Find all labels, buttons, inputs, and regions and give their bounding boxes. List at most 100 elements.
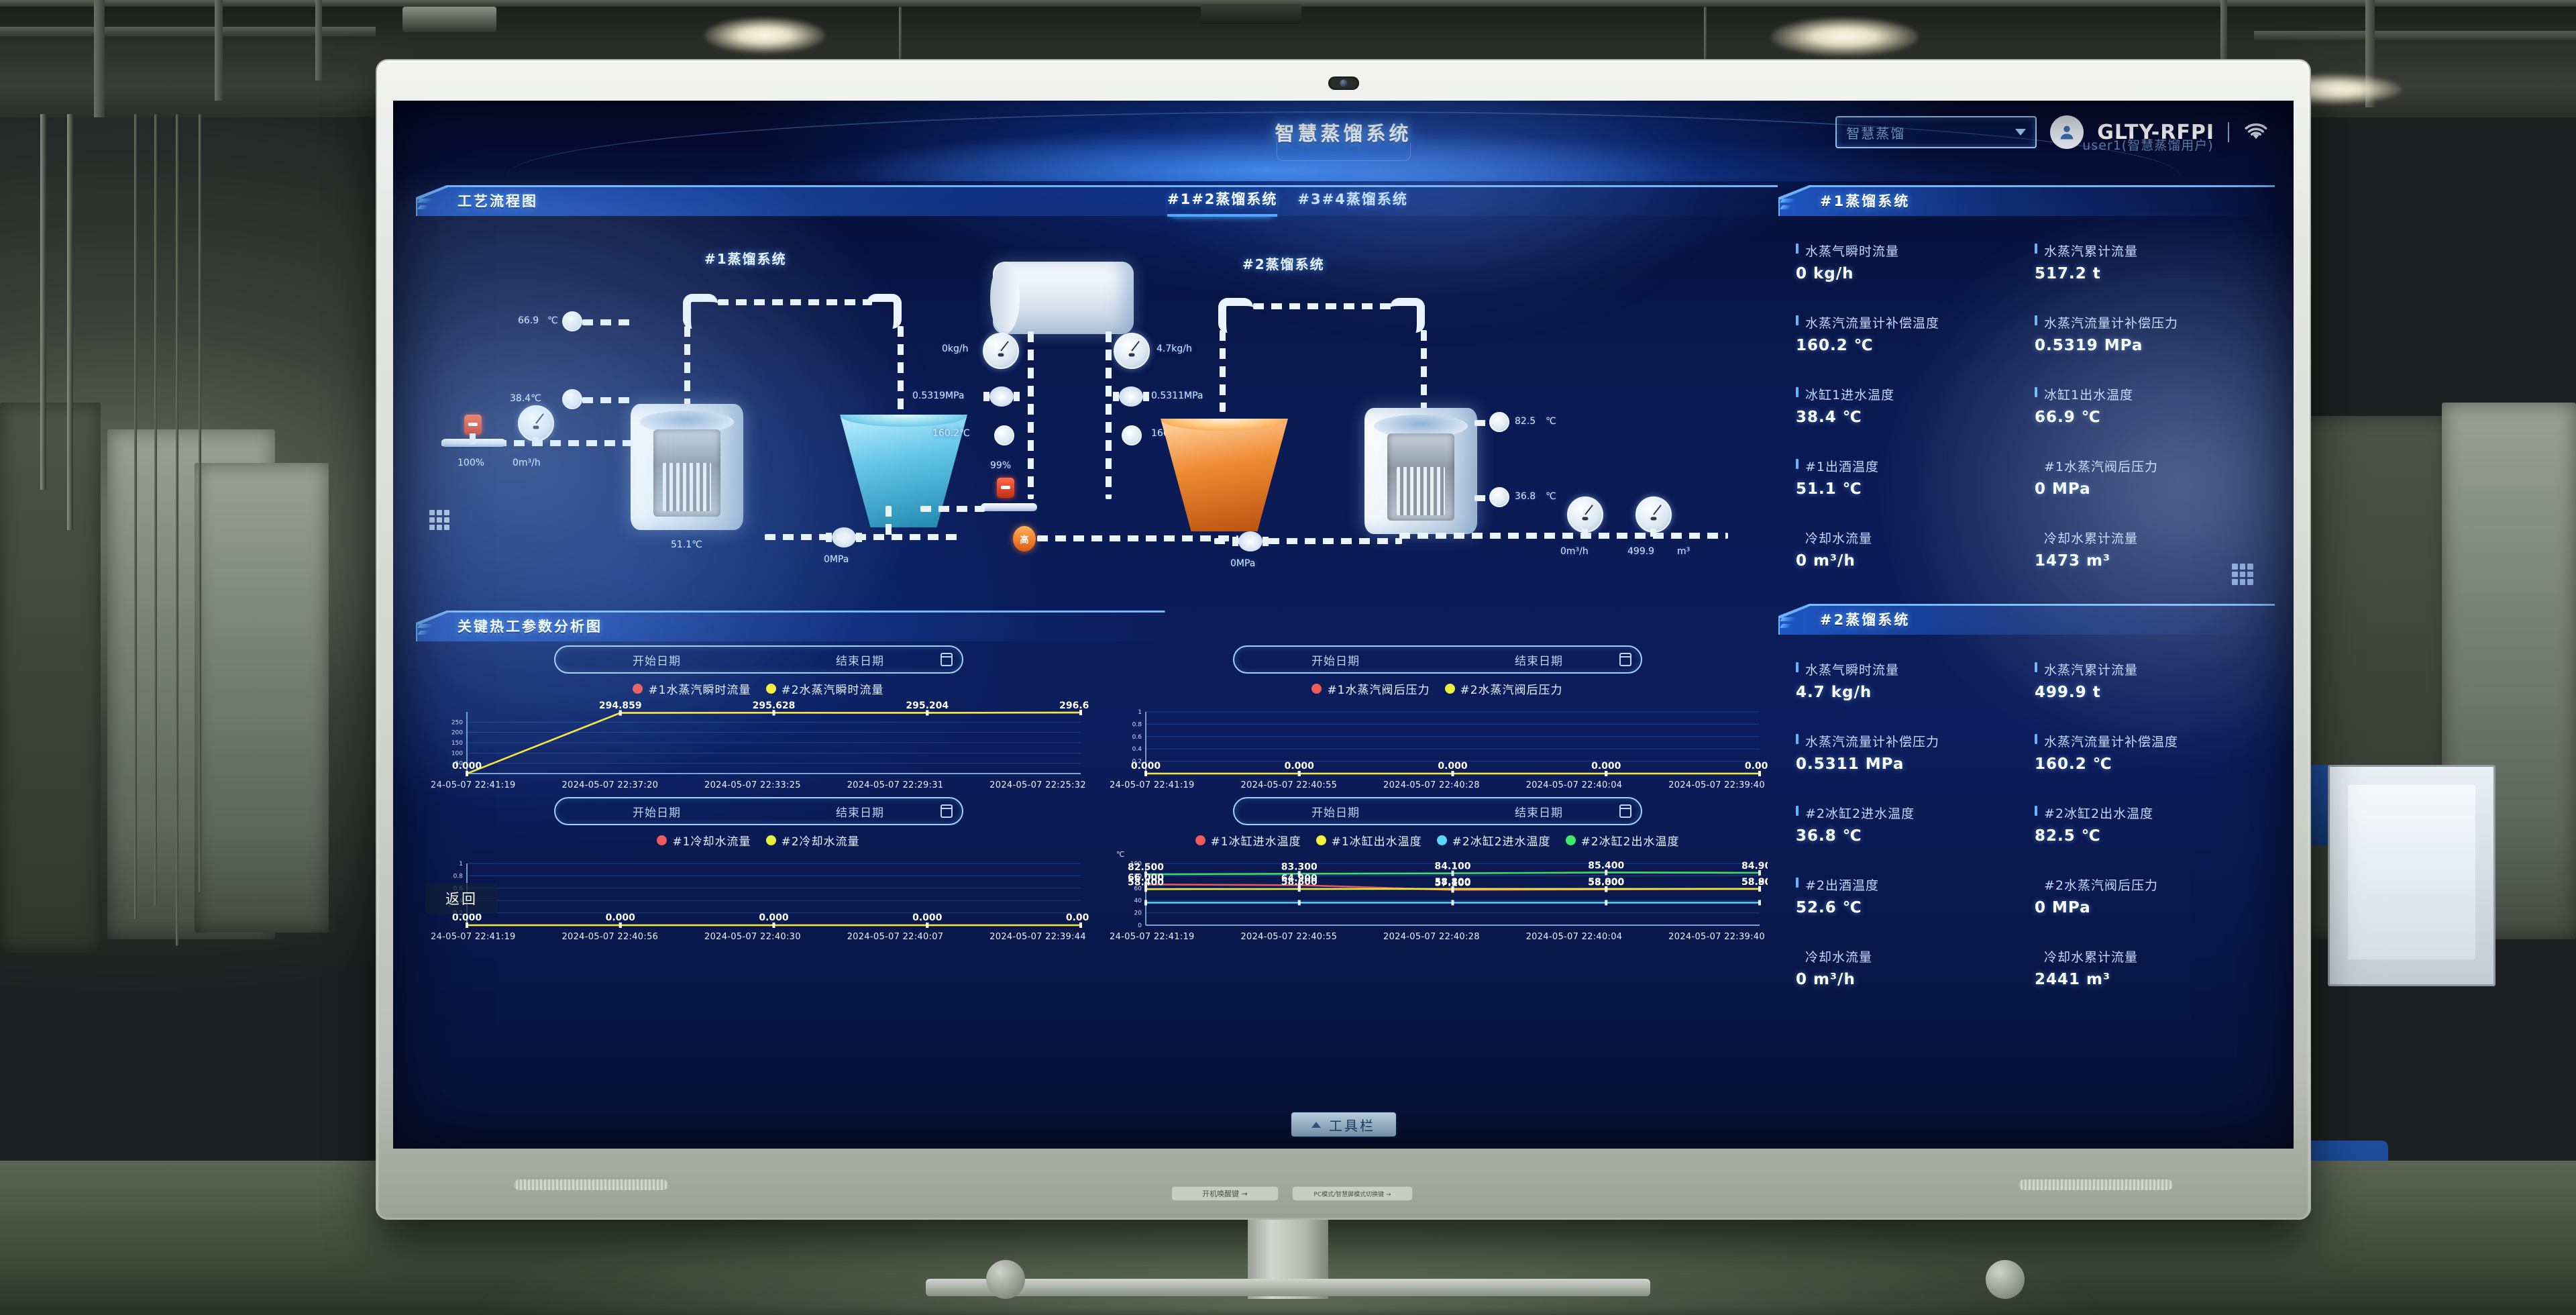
svg-text:0.000: 0.000 [1131,761,1161,772]
steam-press-2-tag: 0.5311MPa [1151,390,1203,401]
stat-label: 冷却水累计流量 [2044,531,2139,546]
x-tick-label: 24-05-07 22:41:19 [431,780,516,790]
stat-item: 水蒸汽累计流量 499.9 t [2035,660,2257,701]
calendar-icon[interactable] [940,653,953,666]
grid-menu-icon[interactable] [429,510,449,530]
stat-item: 水蒸气瞬时流量 0 kg/h [1796,242,2019,282]
stat-value: 499.9 t [2035,684,2101,701]
stat-label: 水蒸汽累计流量 [2035,242,2257,260]
tab-system-12[interactable]: #1#2蒸馏系统 [1167,189,1278,217]
legend-label: #1冷却水流量 [672,835,751,849]
end-date-input[interactable]: 结束日期 [1515,654,1563,668]
x-tick-label: 2024-05-07 22:40:28 [1383,932,1480,942]
wifi-icon[interactable] [2243,120,2269,144]
header-right-cluster: 智慧蒸馏 GLTY-RFPI [1835,115,2269,153]
stat-label: 冰缸1进水温度 [1796,385,2019,403]
stat-item: 冷却水累计流量 2441 m³ [2035,947,2257,988]
flow-diagram-canvas: #1蒸馏系统 #2蒸馏系统 51.1℃ [416,219,1778,588]
legend-label: #1冰缸出水温度 [1331,835,1422,849]
dashboard: 智慧蒸馏系统 智慧蒸馏 GLTY-RFPI [393,101,2294,1149]
pipe-segment [1220,330,1226,412]
return-button[interactable]: 返回 [425,883,498,914]
svg-text:0.000: 0.000 [759,912,789,923]
legend-item[interactable]: #2冰缸2进水温度 [1436,832,1551,849]
temp-sensor-tank1-in [562,389,582,409]
steam-flow-2-tag: 4.7kg/h [1157,344,1192,354]
start-date-input[interactable]: 开始日期 [1311,654,1360,668]
stat-item: #2出酒温度 52.6 ℃ [1796,876,2019,916]
x-tick-label: 2024-05-07 22:40:55 [1240,932,1338,942]
tab-system-34[interactable]: #3#4蒸馏系统 [1297,191,1408,207]
stats-grid: 水蒸气瞬时流量 0 kg/h 水蒸汽累计流量 517.2 t 水蒸汽流量计补偿温度 160… [1778,219,2275,570]
legend-item[interactable]: #2水蒸汽阀后压力 [1444,680,1563,697]
power-hint-label: 开机唤醒键 → [1171,1186,1279,1201]
still1-temp-tag: 51.1℃ [671,539,702,550]
legend-color-dot [657,835,667,845]
legend-item[interactable]: #1水蒸汽阀后压力 [1311,680,1430,697]
stat-label: 冰缸1出水温度 [2035,385,2257,403]
pipe-elbow [683,294,718,329]
svg-text:0.2: 0.2 [1132,759,1142,766]
system-select-dropdown[interactable]: 智慧蒸馏 [1835,116,2037,148]
legend-item[interactable]: #2冰缸2出水温度 [1565,832,1680,849]
legend-item[interactable]: #1冷却水流量 [657,832,751,849]
end-date-input[interactable]: 结束日期 [836,654,884,668]
x-tick-label: 2024-05-07 22:40:56 [561,932,659,942]
legend-label: #2水蒸汽瞬时流量 [781,684,884,697]
tank1-out-temp-tag: 66.9 [518,315,539,326]
username-label: user1(智慧蒸馏用户) [2082,138,2214,153]
toolbar-button[interactable]: 工具栏 [1289,1111,1397,1138]
svg-text:0.000: 0.000 [1438,761,1468,772]
stat-label: #2冰缸2出水温度 [2035,804,2257,822]
legend-label: #2水蒸汽阀后压力 [1460,684,1563,697]
chart-legend: #1水蒸汽阀后压力 #2水蒸汽阀后压力 [1107,680,1768,697]
stat-item: 冷却水流量 0 m³/h [1796,947,2019,988]
chart-legend: #1冰缸进水温度 #1冰缸出水温度 #2冰缸2进水温度 #2冰缸2出水温度 [1107,832,1768,849]
end-date-input[interactable]: 结束日期 [836,806,884,820]
date-range-picker[interactable]: 开始日期 结束日期 [1232,645,1642,674]
date-range-picker[interactable]: 开始日期 结束日期 [1232,797,1642,825]
start-date-input[interactable]: 开始日期 [1311,806,1360,820]
legend-item[interactable]: #1冰缸进水温度 [1195,832,1301,849]
grid-menu-icon-right[interactable] [2232,564,2253,585]
high-alarm-valve: 高 [1013,526,1036,551]
calendar-icon[interactable] [940,804,953,818]
system-select-value: 智慧蒸馏 [1846,125,1906,142]
pipe-segment [898,326,904,412]
svg-text:0.000: 0.000 [606,912,636,923]
avatar[interactable] [2050,115,2084,149]
svg-text:0.6: 0.6 [1132,734,1142,741]
start-date-input[interactable]: 开始日期 [633,654,681,668]
legend-item[interactable]: #1水蒸汽瞬时流量 [633,680,751,697]
chart-column-right: 开始日期 结束日期 #1水蒸汽阀后压力 #2水蒸汽阀后压力 0.2 0.4 0.6 0.8 1 0… [1107,645,1768,949]
legend-color-dot [1316,835,1326,845]
steam-drum [990,262,1134,334]
svg-text:0.000: 0.000 [1745,761,1768,772]
x-tick-label: 2024-05-07 22:25:32 [989,780,1086,790]
pipe-segment [765,534,959,540]
start-date-input[interactable]: 开始日期 [633,806,681,820]
distillation-tank-1 [631,404,743,530]
date-range-picker[interactable]: 开始日期 结束日期 [553,645,963,674]
legend-item[interactable]: #2水蒸汽瞬时流量 [765,680,884,697]
stat-value: 0 MPa [2035,480,2091,498]
calendar-icon[interactable] [1619,804,1631,818]
legend-label: #1冰缸进水温度 [1210,835,1301,849]
legend-item[interactable]: #1冰缸出水温度 [1316,832,1422,849]
stat-value: 160.2 ℃ [1796,337,1874,354]
stat-value: 0 kg/h [1796,265,1854,282]
control-valve-indicator [997,478,1014,498]
end-date-input[interactable]: 结束日期 [1515,806,1563,820]
stat-item: 冰缸1出水温度 66.9 ℃ [2035,385,2257,426]
stat-value: 51.1 ℃ [1796,480,1862,498]
vertical-pipe [40,114,46,490]
calendar-icon[interactable] [1619,653,1631,666]
legend-item[interactable]: #2冷却水流量 [765,832,860,849]
system-tabs: #1#2蒸馏系统 #3#4蒸馏系统 [1167,189,1408,217]
legend-label: #1水蒸汽阀后压力 [1327,684,1430,697]
date-range-picker[interactable]: 开始日期 结束日期 [553,797,963,825]
interactive-display-device: 智慧蒸馏系统 智慧蒸馏 GLTY-RFPI [376,59,2311,1220]
y-axis-unit: ℃ [1116,850,1125,859]
panel-header: 工艺流程图 [416,185,1778,223]
system2-label: #2蒸馏系统 [1242,256,1325,272]
